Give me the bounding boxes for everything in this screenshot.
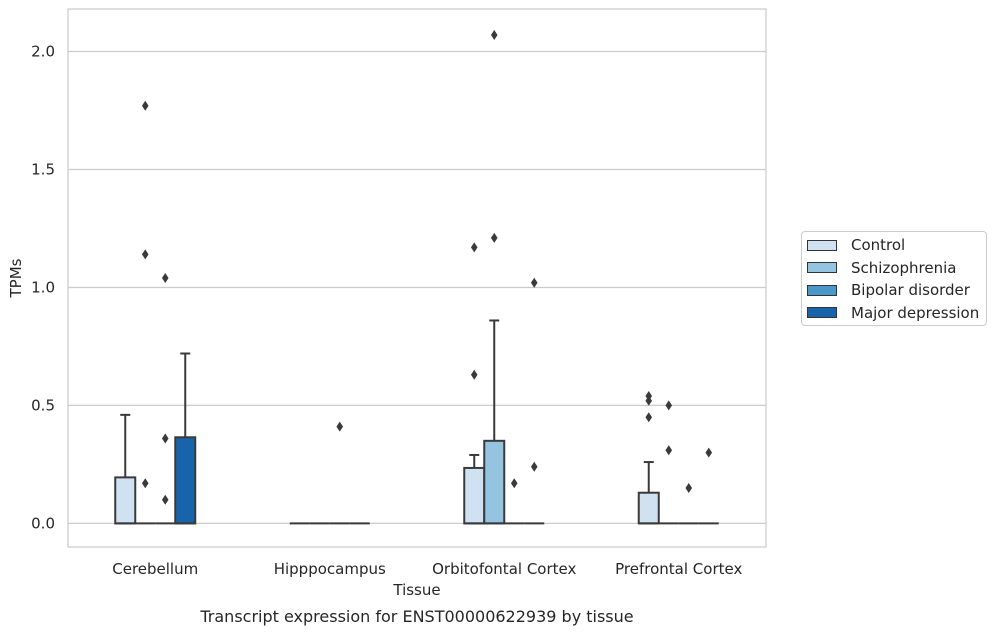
box-body: [114, 476, 137, 525]
box-body: [637, 491, 660, 525]
box-body: [483, 439, 506, 525]
outlier-point: [141, 100, 149, 111]
outlier-point: [530, 461, 538, 472]
legend-swatch: [807, 284, 837, 296]
box-major-depression: [174, 352, 197, 525]
y-tick-label: 0.5: [31, 396, 55, 414]
legend-label: Major depression: [851, 303, 980, 322]
y-tick-label: 1.5: [31, 160, 55, 178]
outlier-point: [336, 421, 344, 432]
legend-label: Schizophrenia: [851, 258, 957, 277]
legend-swatch: [807, 262, 837, 273]
legend-item: Major depression: [807, 303, 979, 323]
outlier-point: [161, 273, 169, 283]
plot-area-frame: [67, 8, 767, 548]
x-tick-label: Hipppocampus: [274, 560, 386, 578]
outlier-point: [161, 494, 169, 505]
legend-label: Bipolar disorder: [851, 281, 970, 299]
legend-item: Schizophrenia: [807, 258, 956, 278]
outlier-point: [645, 412, 653, 423]
boxes: [114, 319, 719, 525]
box-control: [637, 461, 660, 525]
outlier-point: [510, 478, 518, 489]
legend: Control Schizophrenia Bipolar disorder Majo…: [801, 231, 987, 326]
y-axis-label: TPMs: [7, 258, 25, 298]
outlier-point: [685, 483, 693, 494]
x-tick-label: Cerebellum: [112, 560, 198, 578]
outlier-point: [530, 277, 538, 288]
outlier-point: [665, 445, 673, 456]
outlier-point: [161, 433, 169, 444]
y-tick-label: 2.0: [31, 42, 55, 60]
outlier-point: [470, 242, 478, 253]
legend-swatch: [807, 307, 837, 318]
y-tick-label: 0.0: [31, 514, 55, 532]
x-axis-label: Tissue: [392, 581, 440, 599]
outlier-point: [141, 249, 149, 260]
outliers: [141, 29, 713, 505]
box-schizophrenia: [483, 319, 506, 525]
outlier-point: [490, 29, 498, 40]
box-control: [114, 413, 137, 525]
outlier-point: [141, 478, 149, 489]
outlier-point: [645, 390, 653, 401]
legend-item: Control: [807, 235, 905, 255]
chart-title: Transcript expression for ENST0000062293…: [199, 607, 633, 626]
box-body: [463, 466, 486, 525]
x-tick-label: Orbitofontal Cortex: [432, 560, 576, 578]
outlier-point: [490, 232, 498, 243]
legend-item: Bipolar disorder: [807, 280, 970, 300]
x-tick-labels: Cerebellum Hipppocampus Orbitofontal Corte…: [112, 560, 742, 578]
outlier-point: [705, 447, 713, 458]
x-tick-label: Prefrontal Cortex: [615, 560, 742, 578]
outlier-point: [470, 369, 478, 380]
legend-label: Control: [851, 236, 906, 254]
outlier-point: [665, 400, 673, 411]
y-tick-labels: 0.0 0.5 1.0 1.5 2.0: [31, 42, 55, 532]
y-tick-label: 1.0: [31, 278, 55, 296]
legend-swatch: [807, 239, 837, 251]
box-body: [174, 436, 197, 525]
